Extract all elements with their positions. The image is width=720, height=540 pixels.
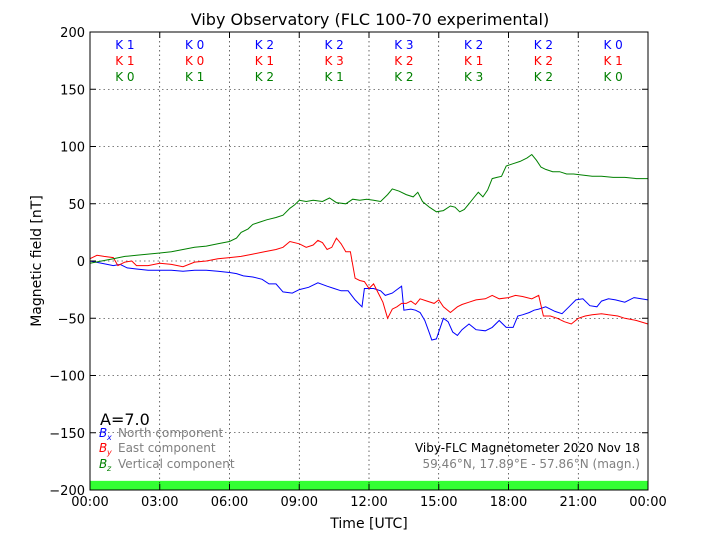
y-tick-label: 50 (68, 198, 85, 213)
x-tick-label: 00:00 (71, 495, 108, 510)
k-index-label: K 1 (115, 54, 134, 68)
x-axis-label: Time [UTC] (329, 516, 407, 532)
k-index-label: K 1 (324, 70, 343, 84)
k-index-label: K 3 (394, 38, 413, 52)
k-index-label: K 2 (255, 38, 274, 52)
legend-subscript: y (106, 448, 112, 457)
k-index-label: K 0 (185, 38, 204, 52)
k-index-label: K 2 (255, 70, 274, 84)
k-index-table: K 1 K 0 K 2 K 2 K 3 K 2 K 2 K 0 K 1 K 0 K 1 K 3 K 2 K… (115, 38, 623, 84)
k-index-label: K 2 (394, 70, 413, 84)
x-tick-label: 03:00 (141, 495, 178, 510)
y-tick-label: −200 (49, 484, 85, 499)
legend-subscript: x (106, 433, 112, 442)
x-tick-label: 09:00 (281, 495, 318, 510)
station-info-line1: Viby-FLC Magnetometer 2020 Nov 18 (415, 441, 640, 455)
k-index-label: K 2 (324, 38, 343, 52)
y-tick-label: 150 (60, 83, 85, 98)
chart-title: Viby Observatory (FLC 100-70 experimenta… (191, 10, 550, 29)
plot-series (89, 153, 649, 341)
series-line-east (89, 237, 649, 325)
series-line-north (89, 260, 649, 341)
y-tick-label: 100 (60, 141, 85, 156)
k-index-label: K 1 (115, 38, 134, 52)
x-tick-label: 06:00 (211, 495, 248, 510)
y-tick-label: −50 (58, 312, 85, 327)
x-tick-label: 21:00 (560, 495, 597, 510)
series-line-vertical (89, 153, 648, 264)
legend-subscript: z (106, 464, 112, 473)
k-index-label: K 3 (464, 70, 483, 84)
y-tick-label: −150 (49, 427, 85, 442)
k-index-label: K 0 (603, 70, 622, 84)
k-index-label: K 3 (324, 54, 343, 68)
k-index-label: K 0 (185, 54, 204, 68)
legend-symbol: B (99, 457, 107, 471)
grid (90, 32, 648, 490)
x-tick-label: 15:00 (420, 495, 457, 510)
x-tick-label: 12:00 (350, 495, 387, 510)
legend-symbol: B (99, 426, 107, 440)
y-tick-label: 200 (60, 26, 85, 41)
k-index-label: K 2 (534, 70, 553, 84)
k-index-label: K 1 (603, 54, 622, 68)
k-index-label: K 0 (603, 38, 622, 52)
station-info-line2: 59.46°N, 17.89°E - 57.86°N (magn.) (423, 457, 640, 471)
k-index-label: K 2 (534, 54, 553, 68)
k-index-label: K 1 (185, 70, 204, 84)
legend-label: North component (118, 426, 224, 440)
k-index-label: K 2 (464, 38, 483, 52)
a-index-label: A=7.0 (100, 410, 150, 429)
legend-label: East component (118, 441, 216, 455)
y-tick-label: 0 (77, 255, 85, 270)
axis-ticks: 00:00 03:00 06:00 09:00 12:00 15:00 18:00 21:00… (49, 26, 666, 510)
x-tick-label: 00:00 (629, 495, 666, 510)
k-index-label: K 2 (394, 54, 413, 68)
y-tick-label: −100 (49, 370, 85, 385)
legend-symbol: B (99, 441, 107, 455)
k-index-label: K 1 (464, 54, 483, 68)
k-index-label: K 2 (534, 38, 553, 52)
k-index-label: K 0 (115, 70, 134, 84)
y-axis-label: Magnetic field [nT] (29, 195, 45, 327)
legend-label: Vertical component (118, 457, 235, 471)
k-index-label: K 1 (255, 54, 274, 68)
x-tick-label: 18:00 (490, 495, 527, 510)
